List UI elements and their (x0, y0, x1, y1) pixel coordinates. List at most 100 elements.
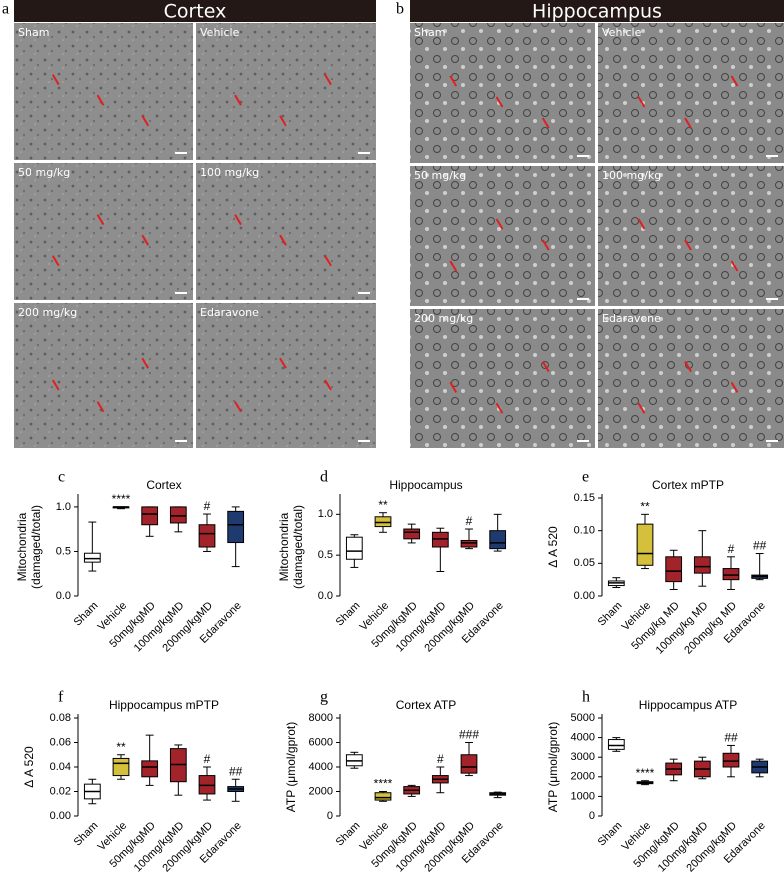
y-tick-label: 1.0 (318, 508, 333, 520)
panel-header (14, 0, 376, 22)
arrow (449, 260, 458, 272)
arrow (730, 75, 739, 87)
micrograph (14, 303, 193, 448)
box (374, 516, 392, 528)
significance: ** (640, 500, 650, 514)
significance: # (728, 542, 735, 556)
arrow (96, 214, 105, 226)
y-axis-label: ATP (μmol/gprot) (284, 722, 298, 813)
box (636, 523, 654, 566)
chart-title: Cortex mPTP (652, 478, 724, 492)
box (607, 739, 625, 750)
scale-bar (358, 292, 370, 294)
arrow (541, 117, 550, 129)
y-tick-label: 0.0 (318, 590, 333, 602)
scale-bar (766, 155, 778, 157)
arrow (279, 115, 287, 127)
image-label: 100 mg/kg (200, 166, 259, 179)
arrow (234, 94, 242, 106)
image-label: Vehicle (602, 26, 642, 39)
micrograph (196, 23, 376, 160)
y-axis-label: (damaged/total) (291, 505, 305, 589)
significance: **** (374, 777, 393, 791)
y-tick-label: 0 (589, 810, 595, 822)
box (403, 528, 421, 540)
y-axis-label: Mitochondria (277, 512, 291, 581)
chart-title: Hippocampus (389, 478, 462, 492)
y-tick-label: 0.08 (50, 712, 71, 724)
panel-letter: c (58, 469, 65, 486)
arrow (279, 357, 287, 369)
y-axis-label: ATP (μmol/gprot) (546, 722, 560, 813)
panel-letter: f (58, 689, 64, 706)
micrograph (598, 23, 784, 163)
box (83, 552, 101, 563)
significance: ## (753, 539, 767, 553)
arrow (324, 255, 332, 267)
panel-letter: d (320, 469, 328, 486)
box (141, 506, 159, 526)
arrow (684, 361, 692, 373)
image-label: Sham (414, 26, 445, 39)
y-axis-label: Δ A 520 (546, 526, 560, 568)
box (489, 530, 507, 550)
arrow (96, 94, 105, 106)
scale-bar (175, 440, 187, 442)
image-label: 200 mg/kg (18, 306, 77, 319)
panel-letter: b (396, 1, 404, 18)
arrow (234, 401, 242, 413)
y-tick-label: 0.10 (574, 525, 595, 537)
scale-bar (358, 440, 370, 442)
y-tick-label: 0.15 (574, 492, 595, 504)
y-tick-label: 4000 (309, 761, 333, 773)
image-label: 50 mg/kg (414, 169, 466, 182)
arrow (51, 255, 60, 267)
significance: **** (112, 492, 131, 506)
scale-bar (577, 155, 589, 157)
box (722, 568, 740, 581)
arrow (141, 115, 150, 127)
chart-title: Cortex ATP (396, 698, 456, 712)
micrograph (196, 163, 376, 300)
micrograph (598, 309, 784, 448)
micrograph (410, 23, 595, 163)
arrow (684, 117, 692, 129)
scale-bar (766, 440, 778, 442)
arrow (51, 379, 60, 391)
box (665, 556, 683, 583)
y-tick-label: 0.5 (318, 549, 333, 561)
significance: ## (229, 764, 243, 778)
y-tick-label: 0.00 (50, 810, 71, 822)
significance: ** (116, 740, 126, 754)
scale-bar (358, 152, 370, 154)
panel-letter: e (582, 469, 589, 486)
y-tick-label: 0.02 (50, 785, 71, 797)
chart-title: Cortex (146, 478, 181, 492)
arrow (495, 402, 504, 414)
significance: **** (636, 766, 655, 780)
panel-letter: a (2, 1, 9, 18)
box (460, 754, 478, 774)
y-tick-label: 8000 (309, 712, 333, 724)
image-label: 100 mg/kg (602, 169, 661, 182)
significance: # (204, 752, 211, 766)
micrograph (196, 303, 376, 448)
arrow (449, 75, 458, 87)
box (112, 757, 130, 777)
micrograph (410, 309, 595, 448)
micrograph (410, 166, 595, 306)
box (141, 760, 159, 778)
panel-header (410, 0, 784, 22)
significance: # (204, 499, 211, 513)
scale-bar (577, 298, 589, 300)
image-label: Vehicle (200, 26, 240, 39)
box (693, 556, 711, 574)
significance: # (466, 514, 473, 528)
box (722, 752, 740, 768)
image-label: 50 mg/kg (18, 166, 70, 179)
y-tick-label: 1000 (571, 790, 595, 802)
scale-bar (175, 152, 187, 154)
y-tick-label: 2000 (571, 771, 595, 783)
y-axis-label: (damaged/total) (29, 505, 43, 589)
